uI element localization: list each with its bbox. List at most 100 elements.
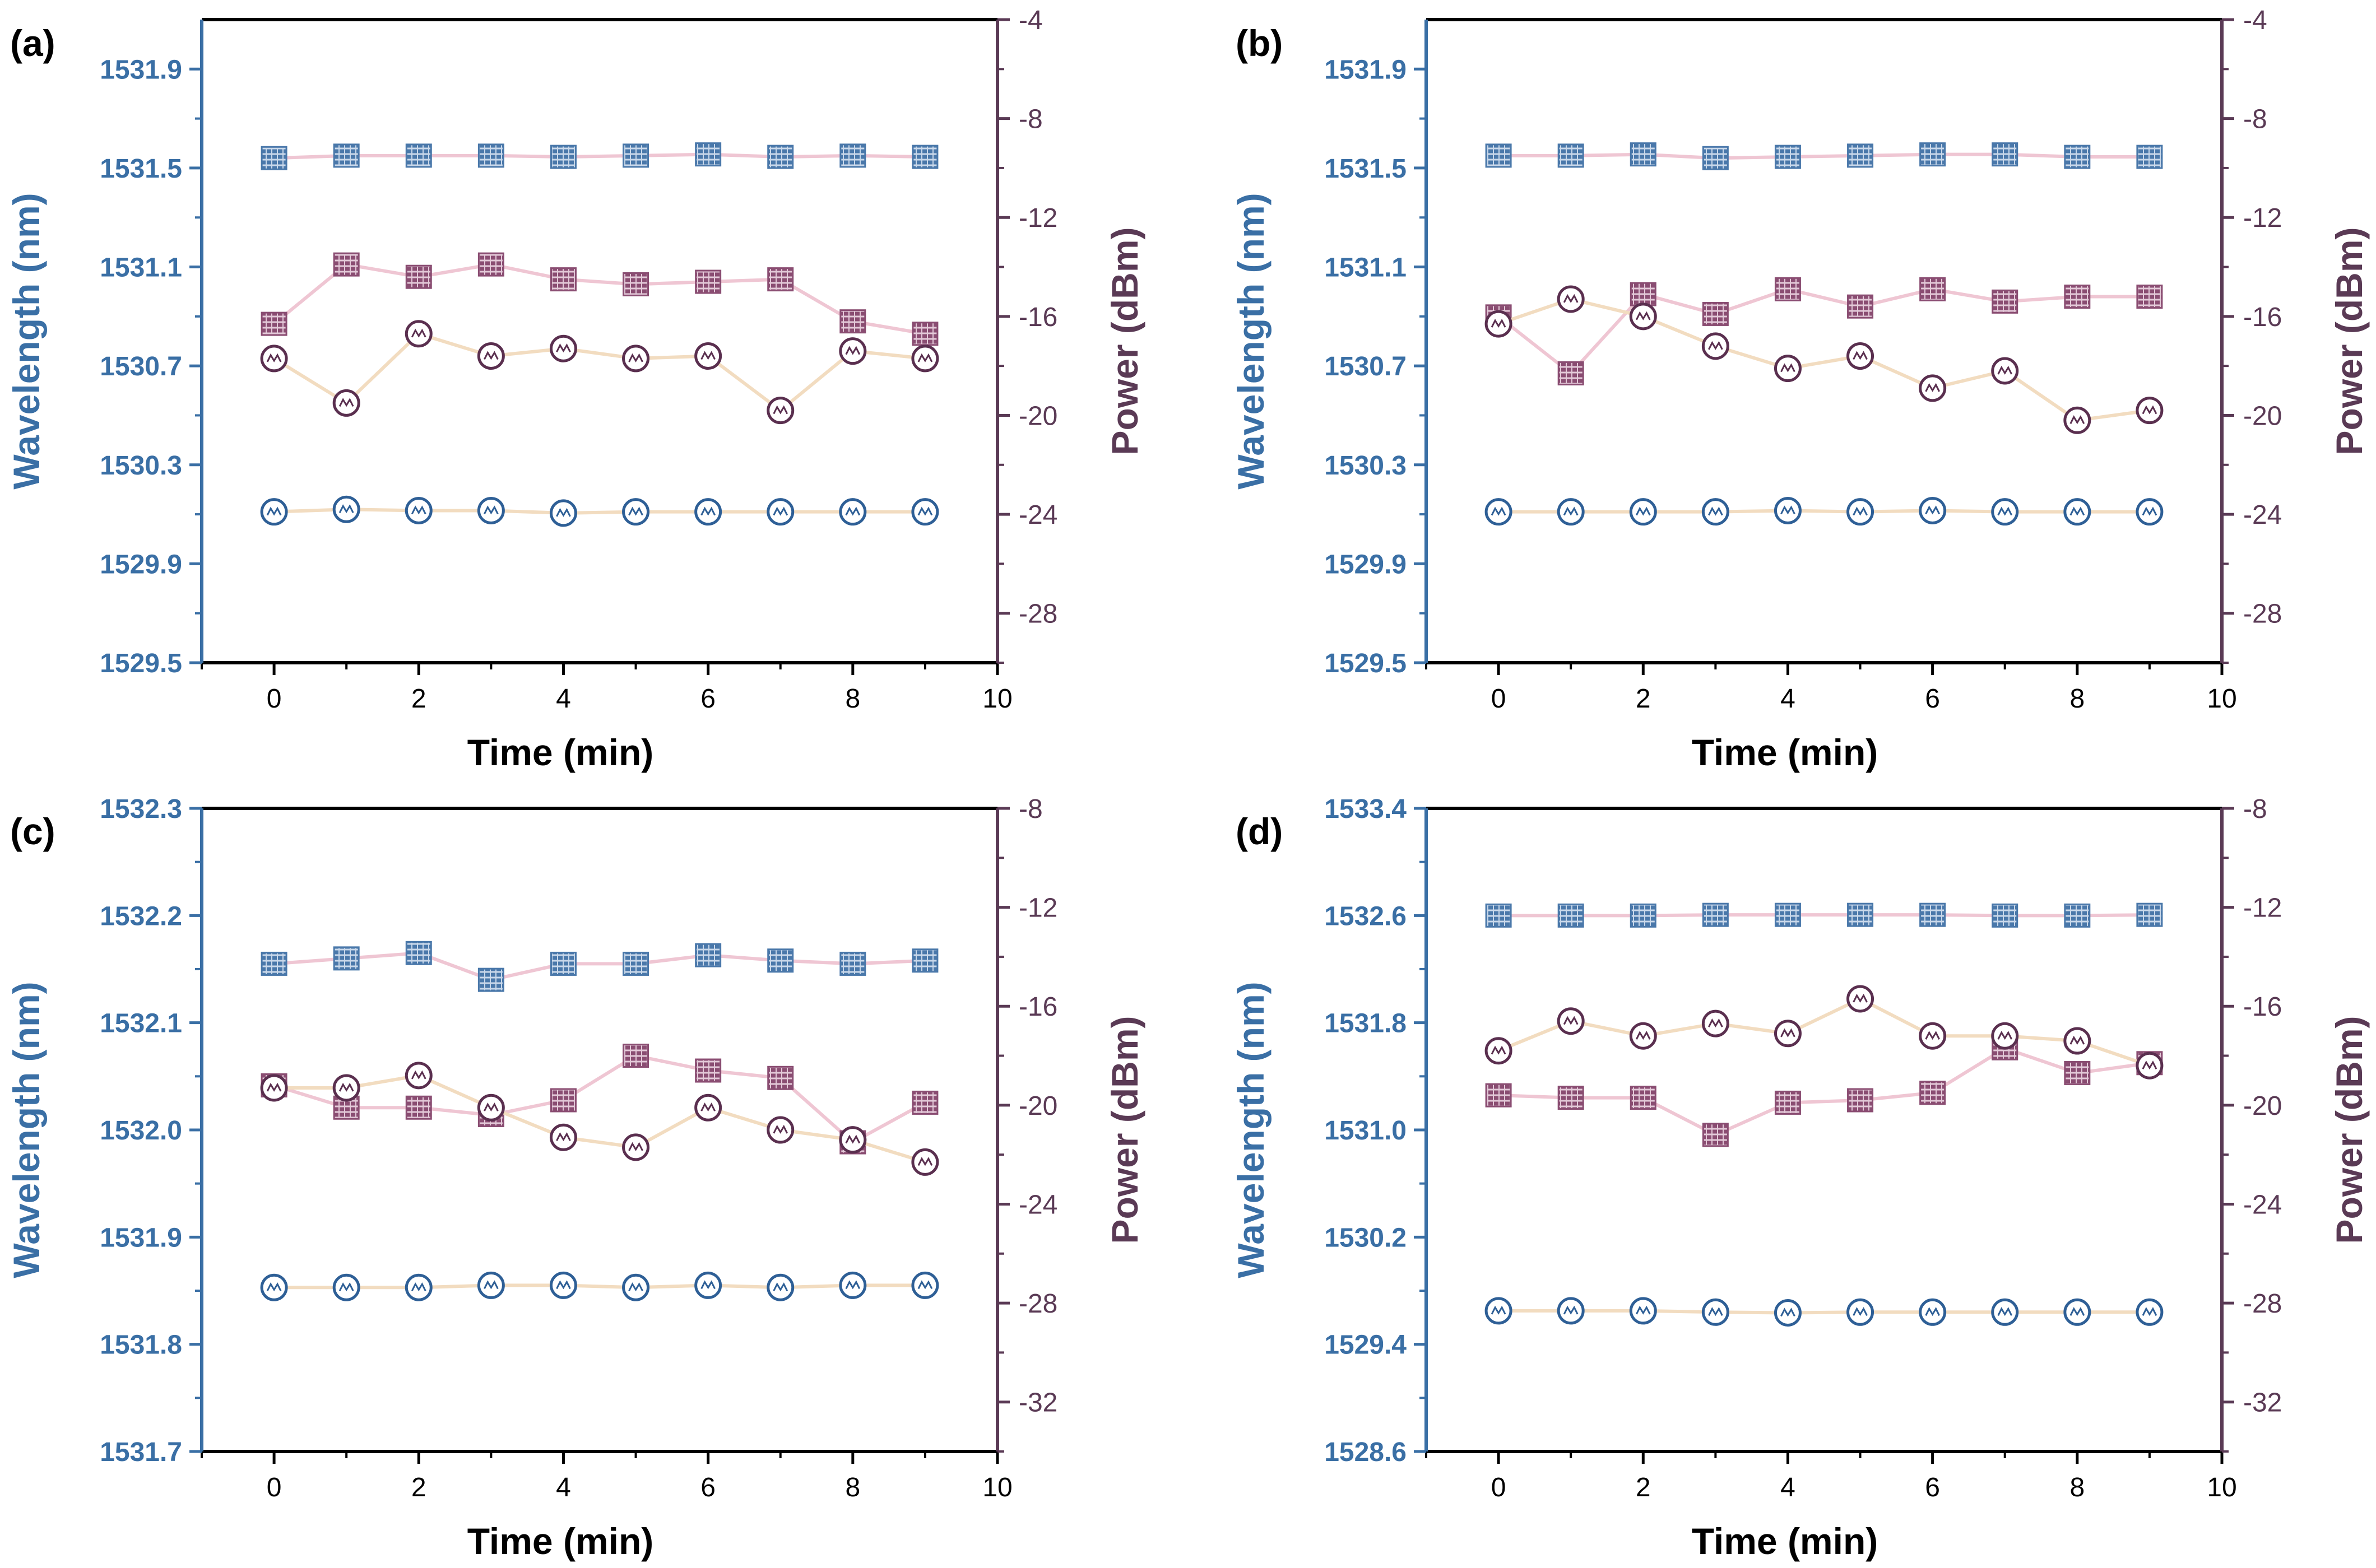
- circle-marker-wave: [917, 506, 933, 516]
- circle-marker-wave: [628, 506, 643, 516]
- data-point-circle: [332, 389, 360, 417]
- circle-marker-wave: [2142, 405, 2157, 415]
- data-point-square: [1630, 903, 1656, 928]
- circle-marker-ring: [405, 1273, 433, 1301]
- circle-marker-wave: [1925, 1031, 1940, 1040]
- circle-marker-wave: [773, 405, 788, 415]
- circle-marker-wave: [1780, 1308, 1795, 1317]
- circle-marker-wave: [1997, 1307, 2013, 1316]
- x-tick-label: 4: [1780, 684, 1795, 714]
- data-point-square: [912, 145, 939, 169]
- circle-marker-wave: [1997, 506, 2013, 516]
- circle-marker-wave: [1997, 1031, 2013, 1040]
- circle-marker-ring: [1991, 1022, 2019, 1050]
- circle-marker-wave: [1491, 506, 1506, 516]
- circle-marker-wave: [1563, 1305, 1579, 1315]
- data-point-square: [623, 272, 649, 296]
- circle-marker-ring: [477, 1271, 505, 1299]
- data-point-square: [405, 143, 432, 168]
- data-point-square: [2136, 902, 2163, 927]
- series-line: [273, 1054, 926, 1144]
- circle-marker-wave: [556, 1280, 571, 1290]
- left-y-tick-label: 1531.8: [1324, 1009, 1407, 1039]
- series-line: [273, 332, 926, 413]
- circle-marker-wave: [556, 508, 571, 517]
- data-point-square: [1847, 294, 1874, 319]
- data-point-square: [1485, 903, 1512, 928]
- data-point-square: [767, 1066, 794, 1090]
- data-point-circle: [549, 1271, 577, 1299]
- data-point-square: [695, 142, 722, 167]
- data-point-square: [695, 1058, 722, 1083]
- data-point-square: [767, 948, 794, 973]
- data-point-circle: [405, 1062, 433, 1090]
- right-y-tick-label: -12: [1019, 894, 1057, 923]
- left-y-tick-label: 1530.7: [1324, 352, 1407, 381]
- circle-marker-ring: [911, 345, 939, 373]
- circle-marker-wave: [917, 1157, 933, 1166]
- circle-marker-ring: [260, 345, 288, 373]
- circle-marker-ring: [1774, 1020, 1802, 1048]
- data-point-circle: [1701, 498, 1729, 526]
- circle-marker-wave: [2069, 1307, 2085, 1316]
- data-point-square: [1992, 142, 2018, 167]
- circle-marker-ring: [839, 1271, 867, 1299]
- data-point-circle: [1774, 355, 1802, 383]
- circle-marker-ring: [1484, 498, 1512, 526]
- circle-marker-wave: [2069, 506, 2085, 516]
- data-point-circle: [694, 1271, 722, 1299]
- data-point-circle: [1846, 1298, 1874, 1326]
- circle-marker-ring: [2136, 1051, 2164, 1080]
- circle-marker-ring: [1629, 1297, 1657, 1325]
- chart-panel-a: 0 2 4 6 8 10 1529.5 1529.9 1530.3 1530.7 1531.1 153…: [6, 6, 1145, 773]
- series-wavelength-square: [1485, 902, 2163, 928]
- data-point-square: [1847, 1088, 1874, 1113]
- data-point-circle: [622, 345, 650, 373]
- circle-marker-ring: [1919, 374, 1947, 402]
- data-point-square: [2136, 285, 2163, 309]
- left-y-tick-label: 1528.6: [1324, 1437, 1407, 1467]
- circle-marker-ring: [2063, 406, 2091, 434]
- x-tick-label: 8: [845, 1473, 860, 1502]
- data-point-circle: [1701, 332, 1729, 360]
- data-point-square: [261, 146, 287, 170]
- circle-marker-wave: [845, 1134, 861, 1144]
- left-y-tick-label: 1532.6: [1324, 901, 1407, 931]
- data-point-circle: [622, 1273, 650, 1301]
- circle-marker-ring: [839, 1126, 867, 1154]
- circle-marker-wave: [1491, 318, 1506, 328]
- circle-marker-ring: [1701, 1009, 1729, 1037]
- data-point-circle: [911, 345, 939, 373]
- data-point-circle: [1484, 1297, 1512, 1325]
- data-point-circle: [332, 1273, 360, 1301]
- circle-marker-wave: [1491, 1305, 1506, 1315]
- circle-marker-ring: [1484, 1037, 1512, 1065]
- x-tick-label: 10: [2207, 684, 2236, 714]
- data-point-square: [1702, 902, 1729, 927]
- circle-marker-ring: [694, 342, 722, 370]
- circle-marker-ring: [1991, 357, 2019, 385]
- circle-marker-ring: [1846, 498, 1874, 526]
- circle-marker-ring: [1484, 1297, 1512, 1325]
- circle-marker-ring: [1701, 332, 1729, 360]
- data-point-square: [912, 948, 939, 973]
- circle-marker-ring: [1629, 303, 1657, 331]
- data-point-circle: [260, 498, 288, 526]
- circle-marker-wave: [1853, 1307, 1868, 1316]
- circle-marker-ring: [2136, 397, 2164, 425]
- data-point-circle: [839, 337, 867, 365]
- data-point-circle: [2136, 498, 2164, 526]
- data-point-circle: [1701, 1298, 1729, 1326]
- circle-marker-wave: [1997, 365, 2013, 375]
- data-point-circle: [2063, 1298, 2091, 1326]
- right-y-tick-label: -24: [2243, 500, 2282, 530]
- left-y-tick-label: 1532.0: [100, 1116, 182, 1146]
- x-tick-label: 6: [1925, 684, 1940, 714]
- series-wavelength-circle: [260, 495, 939, 527]
- data-point-circle: [1484, 498, 1512, 526]
- circle-marker-wave: [2142, 506, 2157, 516]
- panel-label: (c): [10, 811, 55, 852]
- circle-marker-wave: [338, 504, 354, 514]
- series-line: [1497, 997, 2150, 1068]
- data-point-square: [839, 309, 866, 334]
